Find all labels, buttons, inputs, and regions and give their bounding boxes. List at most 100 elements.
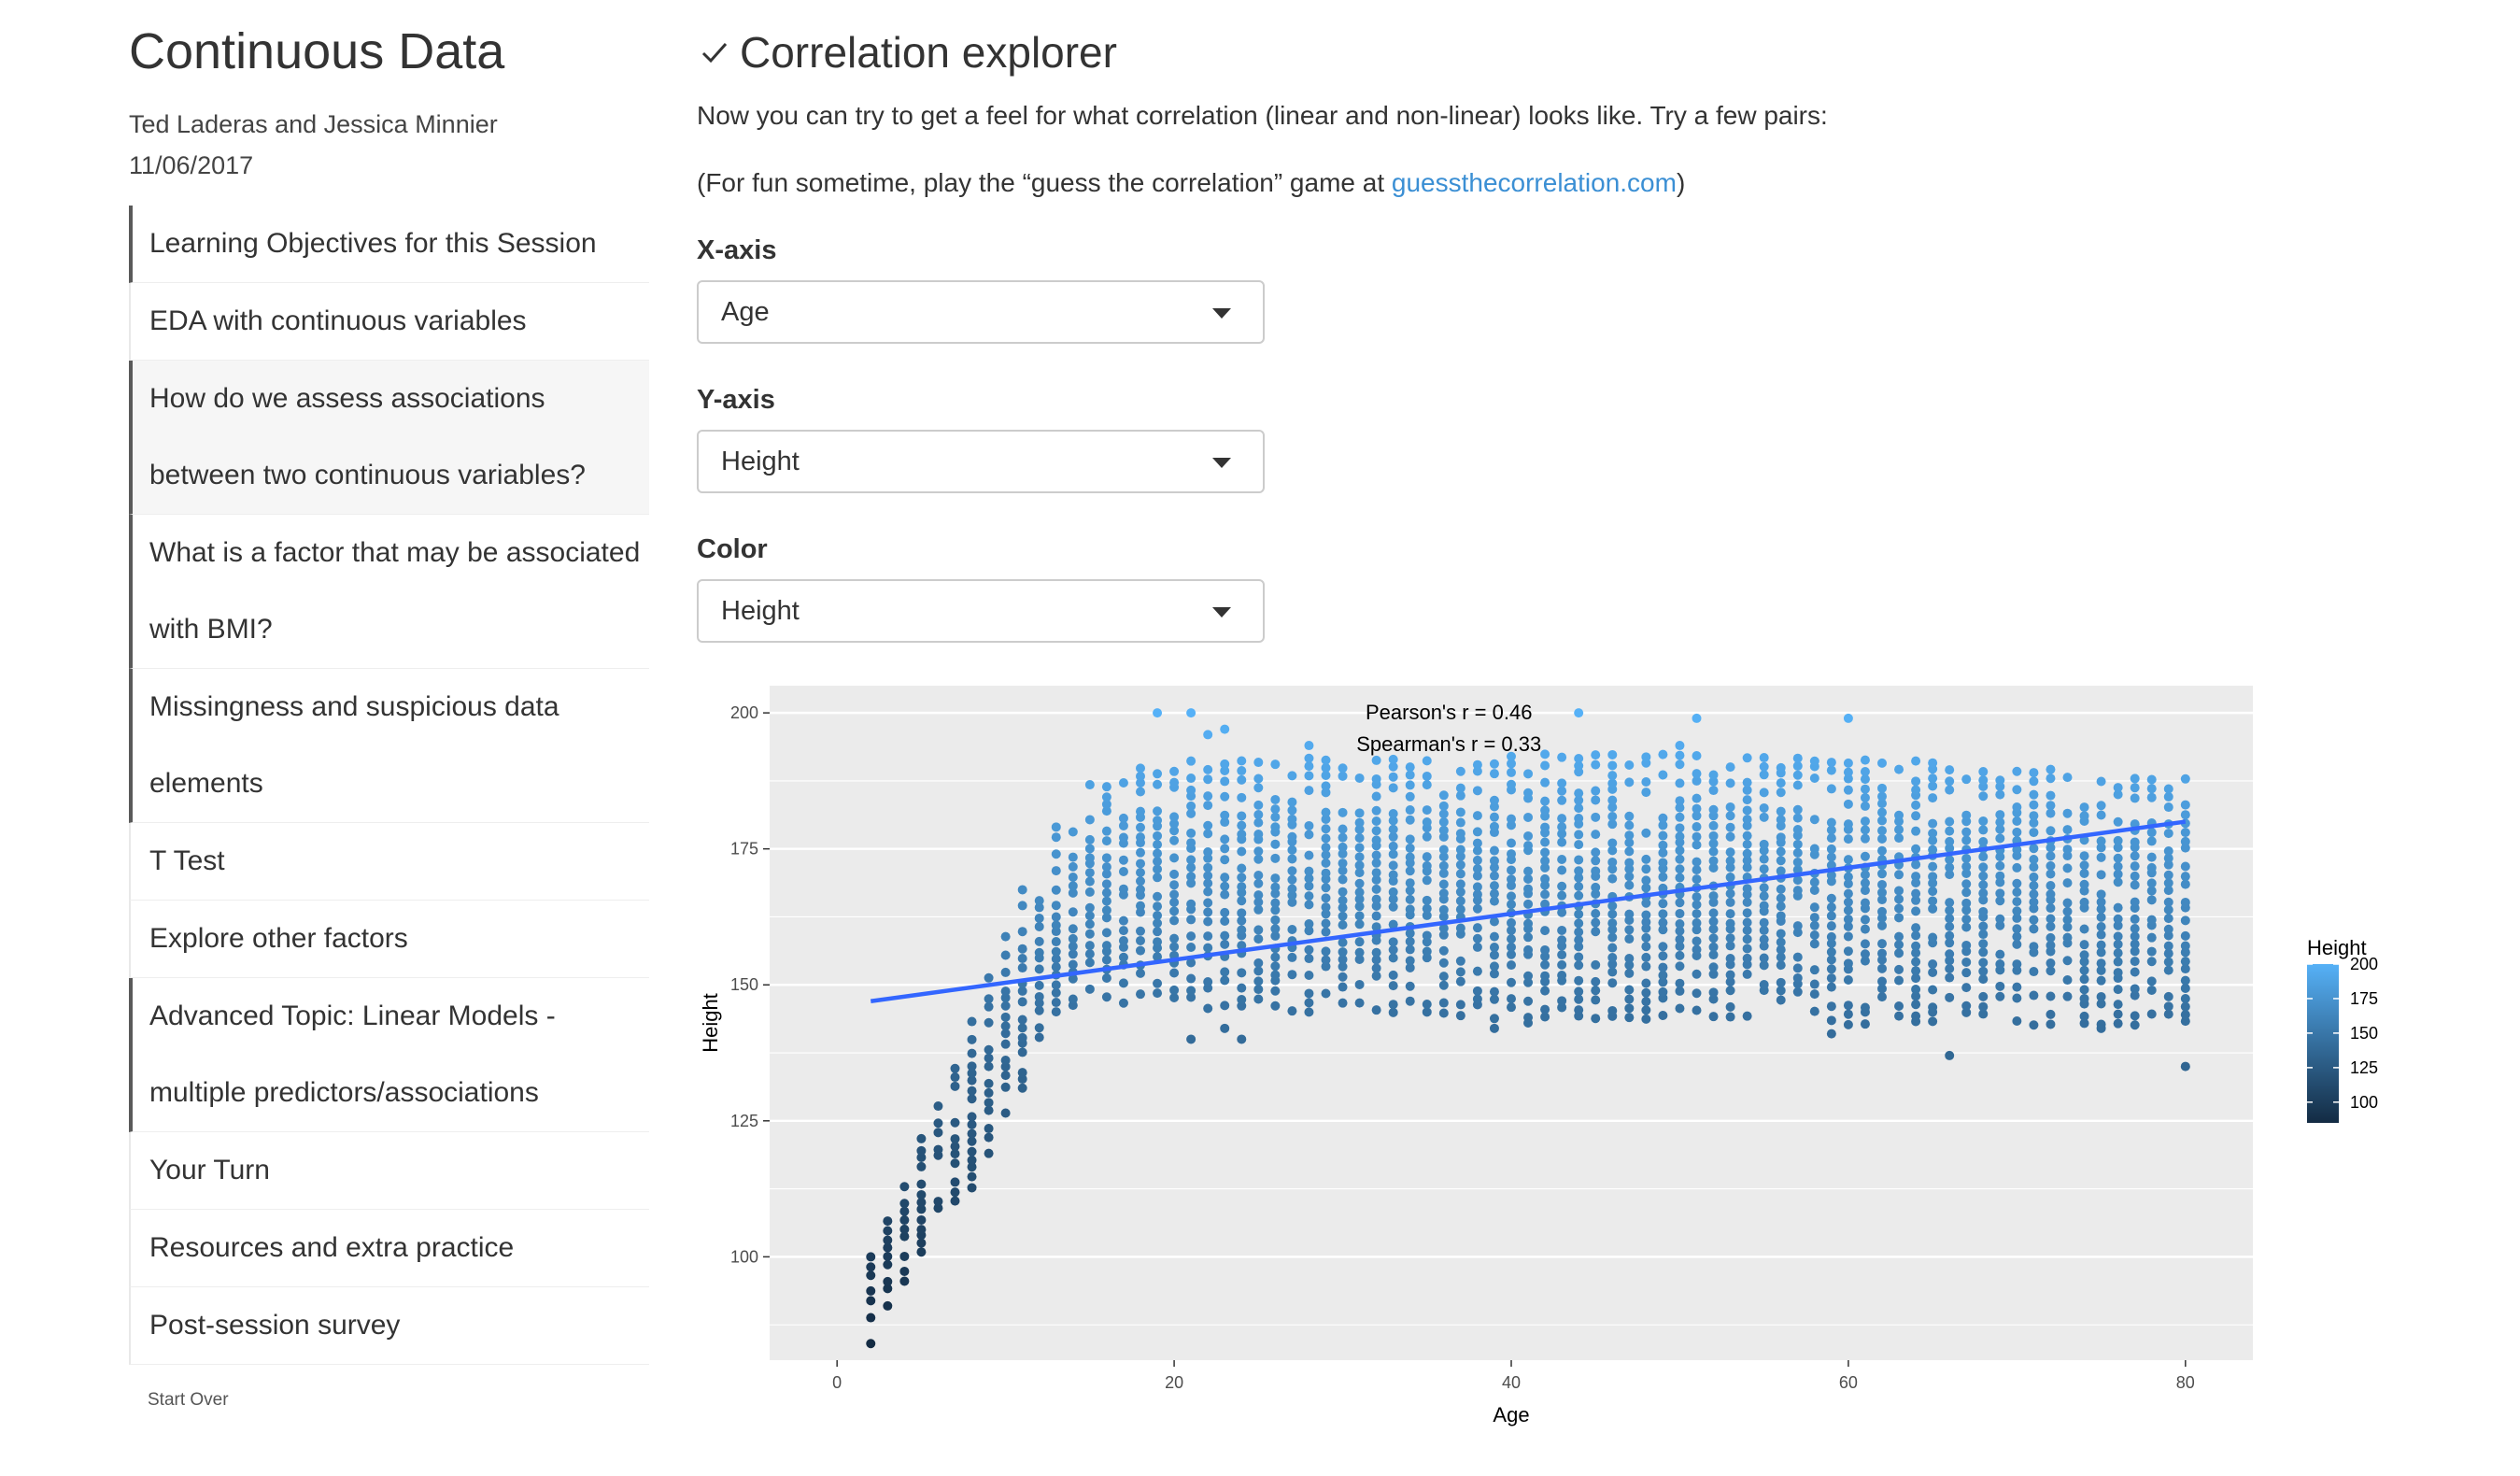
data-point [2046,851,2056,861]
data-point [1826,765,1836,775]
data-point [1843,834,1853,844]
data-points [866,708,2190,1349]
data-point [2029,811,2039,821]
data-point [1270,839,1281,849]
data-point [1136,876,1145,887]
data-point [1388,772,1398,782]
data-point [1557,865,1567,875]
data-point [2046,773,2056,784]
data-point [1321,961,1331,972]
data-point [1287,805,1297,816]
data-point [1557,854,1567,864]
x-axis-select[interactable]: Age [697,280,1265,344]
data-point [1118,778,1128,788]
data-point [1894,894,1904,904]
data-point [1220,881,1230,891]
data-point [1017,885,1027,895]
data-point [1371,850,1381,860]
data-point [1169,906,1180,916]
data-point [1961,887,1972,898]
data-point [950,1081,960,1091]
correlation-annotation: Pearson's r = 0.46 [1366,701,1532,724]
toc-item[interactable]: T Test [129,823,649,901]
y-axis-select[interactable]: Height [697,430,1265,493]
data-point [1945,816,1955,827]
toc-item[interactable]: Explore other factors [129,901,649,978]
data-point [1068,852,1078,862]
toc-item[interactable]: Advanced Topic: Linear Models - multiple … [129,978,649,1132]
data-point [1792,986,1803,997]
data-point [1287,897,1297,907]
data-point [899,1206,910,1216]
data-point [1304,820,1314,830]
data-point [1321,755,1331,765]
data-point [1928,861,1938,872]
data-point [1371,1005,1381,1015]
data-point [1978,966,1989,976]
data-point [1591,917,1601,928]
data-point [2012,1016,2022,1027]
outlier-point [1186,1034,1196,1044]
data-point [1101,853,1111,863]
start-over-link[interactable]: Start Over [148,1390,229,1410]
toc-item[interactable]: What is a factor that may be associated w… [129,515,649,669]
data-point [2130,871,2140,881]
outlier-point [1186,708,1196,718]
data-point [1961,968,1972,978]
data-point [2046,991,2056,1001]
data-point [1978,958,1989,968]
data-point [1978,1009,1989,1019]
data-point [1658,830,1668,841]
data-point [1877,845,1887,856]
data-point [1928,758,1938,768]
data-point [1186,986,1196,996]
data-point [1641,961,1651,972]
data-point [1354,878,1365,888]
data-point [2096,999,2106,1009]
data-point [2012,887,2022,897]
data-point [1742,795,1752,805]
data-point [1961,774,1972,785]
data-point [1153,840,1163,850]
outlier-point [2096,1023,2106,1033]
data-point [2029,800,2039,810]
data-point [1084,853,1095,863]
data-point [1607,918,1618,929]
guess-correlation-link[interactable]: guessthecorrelation.com [1391,168,1677,197]
data-point [1928,878,1938,888]
data-point [1253,800,1264,810]
data-point [2096,904,2106,915]
data-point [2096,940,2106,950]
toc-item[interactable]: EDA with continuous variables [129,283,649,361]
data-point [1000,1071,1011,1081]
toc-item[interactable]: Missingness and suspicious data elements [129,669,649,823]
data-point [1203,862,1213,873]
data-point [1776,960,1786,971]
data-point [1034,936,1044,946]
data-point [1607,909,1618,919]
chevron-down-icon [1212,458,1231,468]
toc-item[interactable]: Resources and extra practice [129,1210,649,1287]
data-point [1742,805,1752,816]
data-point [1253,846,1264,857]
data-point [1338,887,1348,897]
data-point [2096,810,2106,820]
data-point [1253,985,1264,995]
data-point [1354,852,1365,862]
data-point [1708,838,1719,848]
data-point [1860,833,1870,844]
data-point [2113,1000,2123,1010]
data-point [1169,993,1180,1003]
data-point [1759,812,1769,822]
data-point [1826,973,1836,984]
color-select[interactable]: Height [697,579,1265,643]
toc-item[interactable]: Learning Objectives for this Session [129,206,649,283]
data-point [1371,963,1381,973]
toc-item[interactable]: How do we assess associations between two… [129,361,649,515]
data-point [2029,903,2039,914]
toc-item[interactable]: Post-session survey [129,1287,649,1365]
toc-item[interactable]: Your Turn [129,1132,649,1210]
data-point [916,1133,927,1143]
data-point [1675,802,1685,813]
chevron-down-icon [1212,308,1231,319]
